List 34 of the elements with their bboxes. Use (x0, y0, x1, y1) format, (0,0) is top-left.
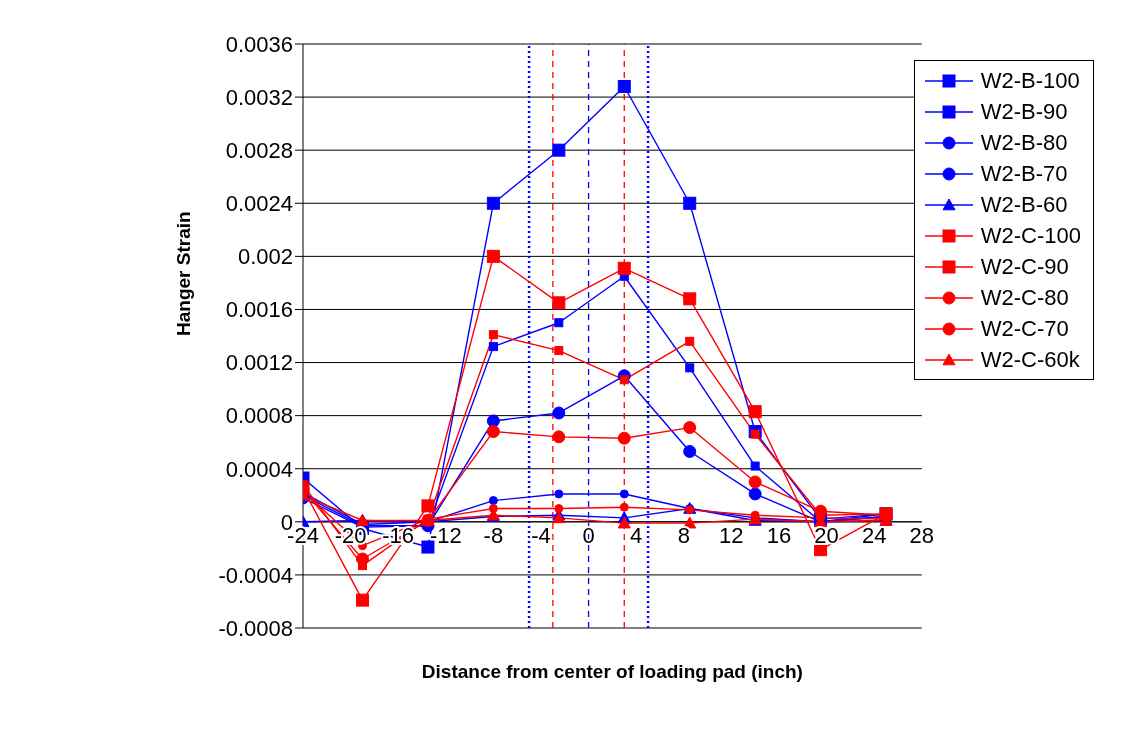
x-tick-label: -4 (531, 522, 551, 548)
legend-label: W2-C-60k (980, 346, 1080, 373)
y-tick-label: 0.0032 (225, 84, 293, 110)
legend-label: W2-C-100 (980, 222, 1081, 249)
y-tick-label: 0.0024 (225, 191, 293, 217)
x-tick-label: 20 (814, 522, 839, 548)
x-tick-label: 0 (582, 522, 595, 548)
legend-label: W2-C-80 (980, 284, 1069, 311)
x-tick-label: -8 (483, 522, 504, 548)
y-tick-label: 0.0008 (225, 403, 293, 429)
x-tick-label: 8 (677, 522, 690, 548)
y-tick-label: 0.0012 (225, 350, 293, 376)
x-tick-label: 28 (909, 522, 934, 548)
legend-label: W2-C-70 (980, 315, 1069, 342)
y-tick-label: 0.0004 (225, 456, 293, 482)
legend-label: W2-B-90 (980, 98, 1068, 125)
legend-label: W2-B-70 (980, 160, 1068, 187)
x-tick-label: 16 (766, 522, 792, 548)
legend-label: W2-C-90 (980, 253, 1069, 280)
legend-label: W2-B-80 (980, 129, 1068, 156)
x-axis-title: Distance from center of loading pad (inch) (421, 661, 803, 682)
y-tick-label: -0.0004 (218, 562, 293, 588)
y-axis-title: Hanger Strain (172, 211, 194, 336)
y-tick-label: 0.0016 (225, 297, 293, 323)
y-tick-label: -0.0008 (218, 615, 293, 641)
y-tick-label: 0.0028 (225, 137, 293, 163)
legend-label: W2-B-100 (980, 67, 1080, 94)
y-tick-label: 0.0036 (225, 31, 293, 57)
x-tick-label: 12 (719, 522, 744, 548)
x-tick-label: 4 (630, 522, 643, 548)
x-tick-label: 24 (861, 522, 887, 548)
y-tick-label: 0.002 (237, 244, 293, 270)
legend-label: W2-B-60 (980, 191, 1068, 218)
x-tick-label: -12 (429, 522, 462, 548)
